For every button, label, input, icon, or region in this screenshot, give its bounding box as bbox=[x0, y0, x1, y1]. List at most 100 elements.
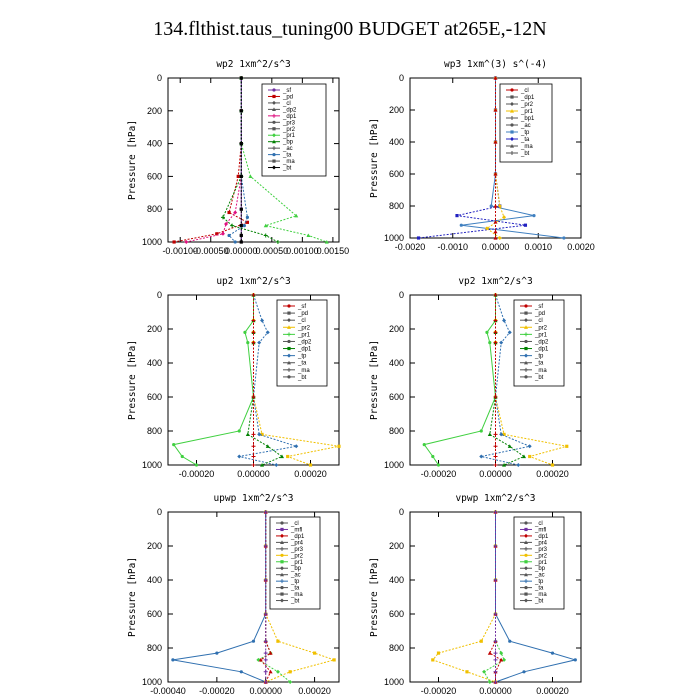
series-pr1 bbox=[422, 293, 498, 467]
legend-marker bbox=[287, 375, 291, 379]
data-point bbox=[268, 669, 273, 674]
legend-marker bbox=[510, 144, 514, 148]
data-point bbox=[465, 670, 469, 674]
data-point bbox=[493, 651, 498, 656]
data-point bbox=[488, 341, 492, 345]
legend-marker bbox=[287, 339, 291, 344]
data-point bbox=[172, 240, 176, 244]
legend-label: _cl bbox=[520, 88, 529, 94]
x-tick-label: -0.00040 bbox=[150, 686, 186, 696]
legend-label: _bt bbox=[282, 166, 292, 172]
data-point bbox=[507, 330, 512, 335]
legend-label: _dp2 bbox=[297, 339, 312, 345]
x-tick-label: 0.00020 bbox=[294, 469, 327, 479]
data-point bbox=[263, 612, 268, 616]
data-point bbox=[573, 658, 577, 662]
data-point bbox=[493, 657, 498, 662]
x-tick-label: -0.00020 bbox=[179, 469, 215, 479]
data-point bbox=[263, 680, 268, 684]
legend-marker bbox=[524, 353, 528, 358]
panel-title: vpwp 1xm^2/s^3 bbox=[455, 493, 535, 504]
series-line bbox=[423, 295, 497, 466]
legend-label: _ac bbox=[282, 146, 293, 152]
legend-label: _tp bbox=[520, 130, 530, 136]
legend-marker bbox=[524, 346, 528, 351]
data-point bbox=[493, 544, 498, 548]
series-line bbox=[265, 512, 336, 683]
data-point bbox=[224, 221, 229, 226]
series-line bbox=[228, 78, 248, 243]
legend: _sf_pd_cl_pr2_pr1_dp2 _dp1_tp_ta_ma_bt bbox=[513, 299, 565, 387]
data-point bbox=[180, 454, 184, 459]
y-axis-label: Pressure [hPa] bbox=[127, 340, 138, 420]
x-tick-label: 0.00000 bbox=[237, 469, 270, 479]
legend-marker bbox=[287, 304, 291, 308]
legend-label: _pd bbox=[282, 94, 293, 100]
legend-marker bbox=[280, 553, 284, 557]
legend-label: _bt bbox=[534, 375, 544, 381]
data-point bbox=[493, 578, 498, 582]
legend-label: _pr3 bbox=[534, 547, 548, 553]
legend-label: _pd bbox=[297, 311, 308, 317]
legend-label: _dp2 bbox=[282, 107, 297, 113]
data-point bbox=[493, 293, 498, 297]
legend-label: _dp2 bbox=[534, 339, 549, 345]
data-point bbox=[233, 240, 237, 244]
series-dp1 bbox=[184, 76, 244, 244]
legend-label: _tp bbox=[290, 579, 300, 585]
data-point bbox=[227, 233, 231, 238]
legend-marker bbox=[272, 120, 276, 124]
plot-frame bbox=[167, 511, 340, 683]
y-tick-label: 800 bbox=[147, 204, 162, 214]
data-point bbox=[239, 142, 243, 146]
legend-label: _bt bbox=[520, 151, 530, 157]
legend-label: _pr2 bbox=[297, 325, 311, 331]
legend: _cl_dp1_pr2_pr1_bp1_ac_tp_ta_ma_bt bbox=[499, 83, 553, 163]
data-point bbox=[260, 432, 264, 436]
x-tick-label: 0.00000 bbox=[479, 686, 512, 696]
data-point bbox=[286, 454, 290, 459]
y-tick-label: 800 bbox=[389, 643, 404, 653]
legend-label: _cl bbox=[534, 318, 543, 324]
data-point bbox=[306, 233, 311, 238]
series-tp bbox=[171, 510, 268, 684]
legend-marker bbox=[272, 133, 276, 138]
data-point bbox=[280, 454, 284, 459]
legend-marker bbox=[280, 521, 284, 525]
data-point bbox=[497, 204, 502, 208]
legend: _cl_mfl_dp1_pr4_pr3_pr2_pr1_bp_ac_tp_ta_… bbox=[269, 516, 321, 610]
data-point bbox=[523, 223, 528, 227]
data-point bbox=[312, 651, 317, 655]
x-tick-label: 0.00000 bbox=[249, 686, 282, 696]
data-point bbox=[493, 108, 498, 112]
y-tick-label: 600 bbox=[389, 392, 404, 402]
legend-label: _pr1 bbox=[290, 560, 304, 566]
data-point bbox=[522, 670, 526, 674]
x-tick-label: -0.00100 bbox=[162, 246, 198, 256]
data-point bbox=[508, 639, 512, 643]
y-tick-label: 400 bbox=[147, 139, 162, 149]
series-line bbox=[186, 78, 242, 243]
data-point bbox=[565, 444, 569, 448]
legend-label: _ma bbox=[534, 592, 547, 598]
series-pr1 bbox=[172, 293, 256, 467]
legend-marker bbox=[510, 151, 514, 155]
panel-4: vp2 1xm^2/s^3 0 200 400 600 800 1000 -0.00020 0.… bbox=[369, 276, 582, 479]
series-sf bbox=[493, 293, 498, 467]
data-point bbox=[257, 432, 262, 437]
legend-label: _cl bbox=[290, 521, 299, 527]
legend-label: _dp1 bbox=[534, 347, 549, 353]
data-point bbox=[550, 463, 555, 467]
legend-label: _pr4 bbox=[534, 540, 548, 546]
data-point bbox=[522, 454, 526, 459]
data-point bbox=[502, 318, 507, 323]
series-mfl bbox=[263, 510, 268, 684]
legend-marker bbox=[287, 367, 291, 372]
data-point bbox=[493, 318, 498, 323]
y-axis-label: Pressure [hPa] bbox=[369, 340, 380, 420]
data-point bbox=[251, 463, 256, 467]
data-point bbox=[562, 236, 566, 240]
legend-label: _dp1 bbox=[520, 95, 535, 101]
legend-label: _tp bbox=[534, 354, 544, 360]
data-point bbox=[416, 236, 421, 240]
